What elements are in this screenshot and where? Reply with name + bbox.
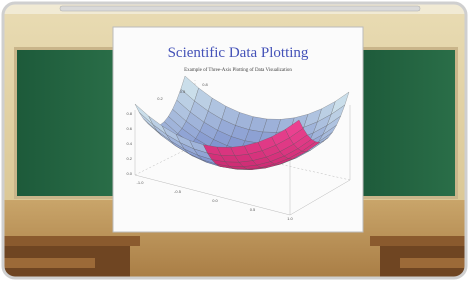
- tick-label: -0.5: [174, 189, 182, 194]
- chalkboard-left: [17, 50, 117, 196]
- screen-roller: [60, 6, 420, 11]
- plot-subtitle: Example of Three-Axis Plotting of Data V…: [184, 68, 292, 73]
- tick-label: 0.4: [126, 141, 132, 146]
- tick-label: 0.2: [157, 96, 163, 101]
- page: Scientific Data Plotting Example of Thre…: [0, 0, 469, 281]
- classroom-scene: Scientific Data Plotting Example of Thre…: [0, 0, 469, 281]
- tick-label: 0.0: [212, 198, 218, 203]
- photo: Scientific Data Plotting Example of Thre…: [0, 0, 469, 281]
- tick-label: 0.5: [180, 89, 186, 94]
- tick-label: 0.8: [126, 111, 132, 116]
- chalkboard-right: [358, 50, 455, 196]
- tick-label: -1.0: [137, 180, 145, 185]
- tick-label: 1.0: [287, 216, 293, 221]
- tick-label: 0.2: [126, 156, 132, 161]
- tick-label: 0.0: [126, 171, 132, 176]
- plot-title: Scientific Data Plotting: [168, 45, 309, 61]
- tick-label: 0.6: [126, 126, 132, 131]
- tick-label: 0.8: [202, 82, 208, 87]
- tick-label: 0.5: [250, 207, 256, 212]
